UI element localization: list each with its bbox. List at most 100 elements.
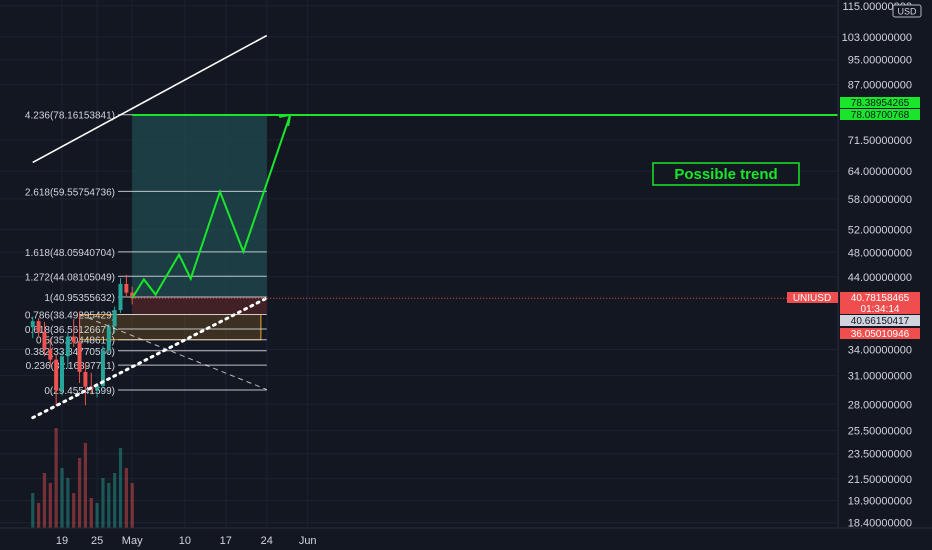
trend-projection[interactable]	[131, 114, 292, 299]
price-tick-label: 18.40000000	[848, 518, 912, 530]
target-zone[interactable]	[132, 114, 267, 298]
fib-level-label: 0.786(38.49295429)	[25, 311, 115, 322]
upper-trendline[interactable]	[32, 34, 268, 164]
volume-bar	[101, 478, 105, 528]
candle-body	[130, 292, 135, 299]
stop-label-bg	[840, 328, 920, 339]
fib-level-label: 0.236(32.16897711)	[26, 361, 115, 372]
countdown-label: 01:34:14	[861, 304, 900, 315]
fib-level-label: 4.236(78.16153841)	[25, 111, 115, 122]
volume-bar	[124, 468, 128, 528]
time-axis[interactable]: 19 25 May 10 17 24 Jun	[0, 527, 932, 547]
current-price-label-bg	[840, 292, 920, 314]
gray-label: 40.66150417	[851, 316, 910, 327]
candle-body	[36, 321, 41, 332]
volume-bar	[31, 493, 35, 528]
price-tick-label: 58.00000000	[848, 194, 912, 206]
green_top-label: 78.38954265	[851, 98, 910, 109]
dashed-resistance[interactable]	[79, 314, 267, 391]
time-tick-label: 25	[91, 535, 103, 547]
candle-body	[106, 326, 111, 351]
currency-badge[interactable]: USD	[892, 4, 922, 18]
price-tick-label: 95.00000000	[848, 55, 912, 67]
price-tick-label: 103.00000000	[842, 32, 912, 44]
volume-bar	[113, 473, 117, 528]
gray-label-bg	[840, 315, 920, 326]
price-tick-label: 28.00000000	[848, 399, 912, 411]
drawings[interactable]	[31, 34, 838, 420]
currency-badge-bg	[892, 4, 922, 18]
candle-body	[77, 342, 82, 372]
volume-bar	[42, 473, 47, 528]
time-tick-label: 24	[261, 535, 273, 547]
fib-level-label: 0.618(36.56126671)	[25, 325, 115, 336]
price-tick-label: 64.00000000	[848, 166, 912, 178]
green_target-label-bg	[840, 109, 920, 120]
candle-body	[95, 385, 100, 390]
volume-bar	[107, 483, 111, 528]
price-tick-label: 48.00000000	[848, 247, 912, 259]
volume-bar	[72, 493, 76, 528]
volume-bar	[60, 468, 64, 528]
price-tick-label: 31.00000000	[848, 371, 912, 383]
time-tick-label: 10	[179, 535, 191, 547]
price-tick-label: 25.50000000	[848, 426, 912, 438]
volume-bar	[83, 443, 87, 528]
candle-body	[54, 359, 59, 391]
volume-bar	[89, 498, 93, 528]
fib-level-label: 0.382(33.84770560)	[25, 347, 115, 358]
price-tick-label: 23.50000000	[848, 449, 912, 461]
volume-bar	[118, 448, 123, 528]
fib-level-label: 1.272(44.08105049)	[25, 272, 115, 283]
volume-bar	[77, 458, 82, 528]
price-axis-background	[838, 0, 932, 528]
symbol-label: UNIUSD	[793, 293, 831, 304]
volume-bar	[66, 478, 70, 528]
price-axis[interactable]: 115.00000000103.0000000095.0000000087.00…	[837, 0, 932, 530]
volume-bar	[130, 483, 134, 528]
candle-body	[112, 310, 117, 327]
volume-bars	[31, 428, 134, 528]
fib-level-label: 1.618(48.05940704)	[25, 248, 115, 259]
candle-body	[42, 331, 47, 350]
currency-text: USD	[897, 7, 917, 17]
candle-body	[48, 349, 53, 360]
price-tick-label: 19.90000000	[848, 496, 912, 508]
candle-body	[83, 371, 88, 387]
fib-level-label: 2.618(59.55754736)	[25, 187, 115, 198]
time-tick-label: 19	[56, 535, 68, 547]
arrow-head	[278, 113, 292, 127]
price-tick-label: 87.00000000	[848, 80, 912, 92]
candle-body	[124, 283, 129, 293]
price-tick-label: 21.50000000	[848, 474, 912, 486]
current-price-label: 40.78158465	[851, 293, 910, 304]
green_top-label-bg	[840, 97, 920, 108]
candle-body	[60, 356, 64, 391]
price-tick-label: 52.00000000	[848, 225, 912, 237]
fib-level-label: 1(40.95355632)	[44, 293, 115, 304]
candle-body	[30, 321, 35, 328]
time-tick-label: May	[122, 535, 143, 547]
stop-zone[interactable]	[132, 297, 267, 315]
dotted-support[interactable]	[31, 296, 269, 420]
price-tick-label: 71.50000000	[848, 135, 912, 147]
candle-body	[65, 336, 70, 357]
annotation-text: Possible trend	[674, 166, 777, 183]
stop-label: 36.05010946	[851, 329, 910, 340]
price-tick-label: 34.00000000	[848, 345, 912, 357]
annotation-box	[652, 162, 800, 186]
candle-body	[118, 283, 123, 311]
candle-body	[100, 350, 105, 386]
time-tick-label: Jun	[299, 535, 317, 547]
green_target-label: 78.08700768	[851, 110, 910, 121]
time-tick-label: 17	[220, 535, 232, 547]
candle-body	[71, 336, 76, 343]
annotation[interactable]: Possible trend	[652, 162, 800, 186]
volume-bar	[48, 483, 52, 528]
volume-bar	[95, 503, 99, 528]
price-tick-label: 44.00000000	[848, 272, 912, 284]
symbol-label-bg	[787, 292, 838, 303]
fib-level-label: 0(29.45541599)	[44, 386, 115, 397]
